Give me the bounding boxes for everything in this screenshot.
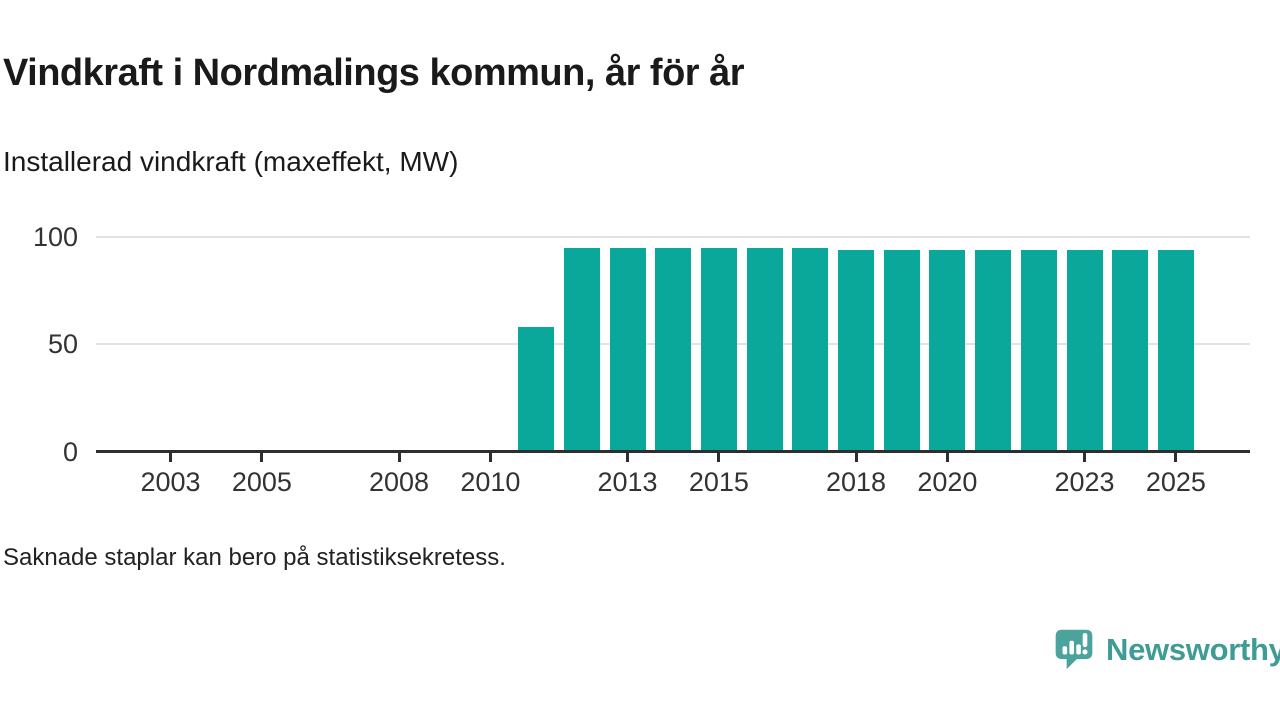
footnote: Saknade staplar kan bero på statistiksek… [3, 544, 506, 571]
bar [838, 249, 874, 452]
x-tick-label: 2018 [825, 467, 887, 497]
x-tick-mark [169, 453, 172, 462]
x-tick-label: 2020 [917, 467, 978, 497]
bar [609, 247, 646, 452]
chart-title: Vindkraft i Nordmalings kommun, år för å… [3, 52, 745, 94]
gridline [96, 236, 1250, 238]
x-tick-label: 2010 [460, 467, 521, 497]
x-tick-label: 2005 [231, 467, 292, 497]
x-tick-mark [1174, 453, 1178, 462]
bar [883, 249, 920, 452]
y-tick-label: 100 [32, 222, 78, 252]
bar [700, 247, 737, 452]
x-tick-label: 2008 [368, 467, 430, 497]
bar [518, 327, 555, 452]
bar [975, 249, 1012, 452]
x-tick-label: 2015 [688, 467, 749, 497]
bar [746, 247, 783, 452]
x-tick-label: 2003 [140, 467, 201, 497]
x-tick-mark [1083, 453, 1086, 462]
bar [1020, 249, 1057, 452]
bar [1112, 249, 1149, 452]
x-tick-mark [854, 453, 858, 462]
newsworthy-logo-icon [1055, 629, 1093, 670]
x-tick-mark [717, 453, 721, 462]
y-tick-label: 50 [47, 329, 78, 360]
x-tick-mark [397, 453, 401, 462]
bar [929, 249, 966, 452]
x-tick-mark [260, 453, 264, 462]
x-tick-label: 2013 [597, 467, 658, 497]
bar [1157, 249, 1194, 452]
x-tick-label: 2023 [1054, 467, 1115, 497]
newsworthy-wordmark: Newsworthy [1106, 631, 1280, 667]
bar [563, 247, 600, 452]
y-tick-label: 0 [62, 436, 78, 467]
x-tick-mark [488, 453, 492, 462]
bar [1066, 249, 1103, 452]
x-tick-mark [945, 453, 949, 462]
newsworthy-logo: Newsworthy [1052, 626, 1280, 672]
bar [655, 247, 692, 452]
x-axis-baseline [96, 450, 1250, 453]
x-tick-label: 2025 [1145, 467, 1206, 497]
chart-subtitle: Installerad vindkraft (maxeffekt, MW) [3, 146, 459, 177]
bar [792, 247, 829, 452]
x-tick-mark [626, 453, 629, 462]
